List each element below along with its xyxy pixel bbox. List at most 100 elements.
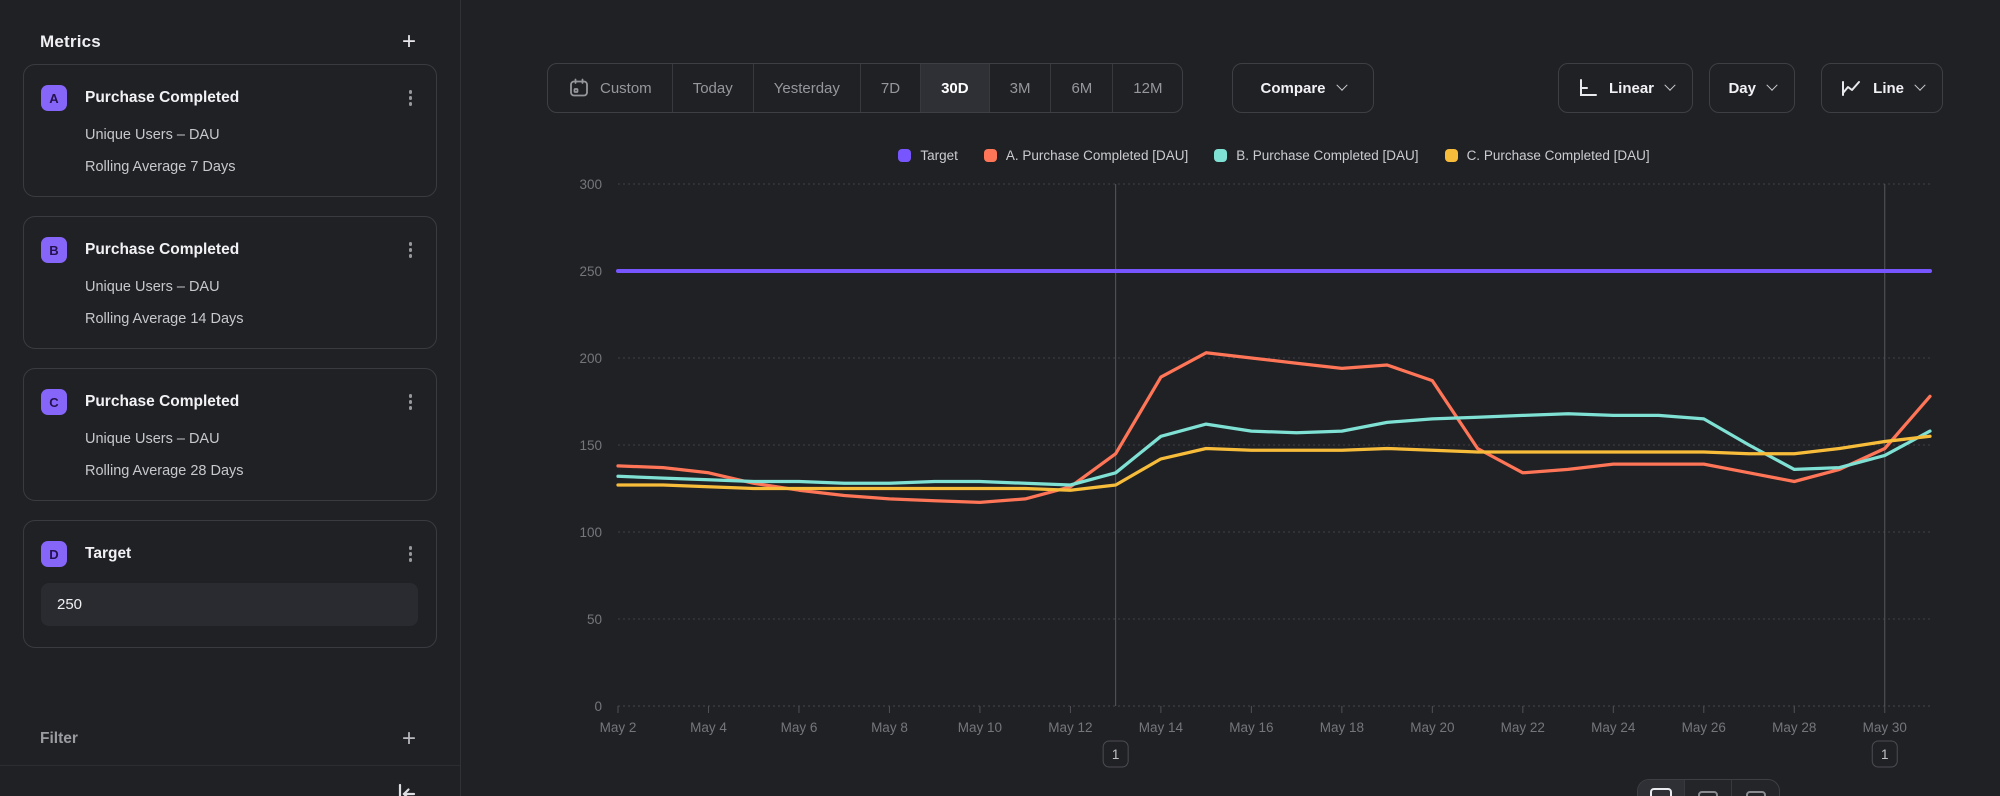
metric-card-D[interactable]: D Target 250 <box>23 520 437 648</box>
filter-section: Filter + <box>40 727 420 751</box>
collapse-sidebar-icon[interactable] <box>393 781 419 796</box>
legend-item[interactable]: A. Purchase Completed [DAU] <box>983 148 1189 163</box>
range-option-12m[interactable]: 12M <box>1113 64 1182 112</box>
range-option-label: Yesterday <box>773 79 840 97</box>
chart-panel: Custom Today Yesterday 7D 30D 3M 6M 12M Compare… <box>461 0 2000 796</box>
x-axis-label: May 4 <box>690 720 727 735</box>
legend-item[interactable]: B. Purchase Completed [DAU] <box>1214 148 1419 163</box>
x-axis-label: May 2 <box>600 720 637 735</box>
metric-menu-icon[interactable] <box>403 238 419 263</box>
chevron-down-icon <box>1766 79 1778 91</box>
metrics-title: Metrics <box>40 32 101 51</box>
y-axis-label: 0 <box>594 699 602 714</box>
x-axis-label: May 12 <box>1048 720 1092 735</box>
range-option-yesterday[interactable]: Yesterday <box>754 64 861 112</box>
metric-card-A[interactable]: A Purchase Completed Unique Users – DAU Rol… <box>23 64 437 197</box>
table-view-toggle[interactable] <box>1685 780 1732 796</box>
x-axis-label: May 8 <box>871 720 908 735</box>
range-option-label: Custom <box>600 79 652 97</box>
y-axis-label: 100 <box>579 525 602 540</box>
chart-type-label: Line <box>1873 79 1904 97</box>
metric-menu-icon[interactable] <box>403 86 419 111</box>
compare-label: Compare <box>1260 79 1326 97</box>
legend-label: B. Purchase Completed [DAU] <box>1236 148 1419 163</box>
metric-menu-icon[interactable] <box>403 390 419 415</box>
chart-series-b[interactable] <box>616 412 1932 487</box>
metric-badge-B: B <box>41 237 67 263</box>
chart-series-a[interactable] <box>616 351 1932 505</box>
legend-item[interactable]: C. Purchase Completed [DAU] <box>1444 148 1650 163</box>
x-axis-label: May 20 <box>1410 720 1454 735</box>
x-axis-label: May 24 <box>1591 720 1636 735</box>
metric-event-type: Unique Users – DAU <box>85 279 220 295</box>
metric-card-header: B Purchase Completed <box>41 237 418 263</box>
metric-badge-D: D <box>41 541 67 567</box>
range-option-today[interactable]: Today <box>673 64 754 112</box>
metric-card-header: C Purchase Completed <box>41 389 418 415</box>
metric-badge-C: C <box>41 389 67 415</box>
scale-select-button[interactable]: Linear <box>1557 63 1693 113</box>
filter-title: Filter <box>40 730 78 747</box>
y-axis-label: 50 <box>587 612 602 627</box>
x-axis-label: May 30 <box>1863 720 1907 735</box>
x-axis-label: May 22 <box>1501 720 1545 735</box>
x-axis-label: May 16 <box>1229 720 1273 735</box>
compare-button[interactable]: Compare <box>1232 63 1374 113</box>
chart-view-icon <box>1650 788 1672 796</box>
metrics-header: Metrics + <box>40 30 420 54</box>
x-axis-label: May 18 <box>1320 720 1364 735</box>
metric-card-header: D Target <box>41 541 418 567</box>
range-option-6m[interactable]: 6M <box>1051 64 1114 112</box>
x-axis-label: May 14 <box>1139 720 1184 735</box>
annotation-badge-2[interactable] <box>1871 740 1898 768</box>
range-option-7d[interactable]: 7D <box>861 64 922 112</box>
legend-item[interactable]: Target <box>898 148 958 163</box>
range-option-custom[interactable]: Custom <box>548 64 673 112</box>
metric-rolling-average: Rolling Average 7 Days <box>85 159 236 175</box>
metric-card-C[interactable]: C Purchase Completed Unique Users – DAU Rol… <box>23 368 437 501</box>
range-option-30d[interactable]: 30D <box>921 64 990 112</box>
metric-rolling-average: Rolling Average 14 Days <box>85 311 244 327</box>
split-view-toggle[interactable] <box>1732 780 1779 796</box>
metric-event-type: Unique Users – DAU <box>85 431 220 447</box>
metric-badge-A: A <box>41 85 67 111</box>
y-axis-label: 200 <box>579 351 602 366</box>
add-metric-button[interactable]: + <box>401 28 416 55</box>
range-option-label: 7D <box>880 79 901 97</box>
metric-title: Target <box>85 545 132 562</box>
chevron-down-icon <box>1914 79 1926 91</box>
metric-card-header: A Purchase Completed <box>41 85 418 111</box>
x-axis-label: May 6 <box>781 720 818 735</box>
metric-event-type: Unique Users – DAU <box>85 127 220 143</box>
legend-label: C. Purchase Completed [DAU] <box>1466 148 1650 163</box>
metric-title: Purchase Completed <box>85 89 240 106</box>
sidebar-divider <box>0 765 460 766</box>
table-view-icon <box>1698 791 1718 796</box>
chart-series-c[interactable] <box>616 434 1932 492</box>
metric-title: Purchase Completed <box>85 241 240 258</box>
granularity-label: Day <box>1728 79 1756 97</box>
chart-view-toggle[interactable] <box>1638 780 1685 796</box>
range-option-label: 12M <box>1133 79 1163 97</box>
legend-swatch <box>898 149 912 162</box>
metric-menu-icon[interactable] <box>403 542 419 567</box>
legend-label: A. Purchase Completed [DAU] <box>1005 148 1189 163</box>
target-value-input[interactable]: 250 <box>41 583 418 626</box>
metric-card-B[interactable]: B Purchase Completed Unique Users – DAU Rol… <box>23 216 437 349</box>
range-option-3m[interactable]: 3M <box>990 64 1052 112</box>
granularity-select-button[interactable]: Day <box>1709 63 1795 113</box>
annotation-badge-label: 1 <box>1112 747 1120 762</box>
x-axis-label: May 28 <box>1772 720 1816 735</box>
legend-swatch <box>983 149 997 162</box>
y-axis-label: 300 <box>579 177 602 192</box>
chart-type-select-button[interactable]: Line <box>1821 63 1943 113</box>
add-filter-button[interactable]: + <box>401 725 416 752</box>
chart-legend: Target A. Purchase Completed [DAU] B. Purc… <box>618 148 1930 163</box>
y-axis-label: 250 <box>579 264 602 279</box>
range-option-label: 6M <box>1071 79 1093 97</box>
y-axis-label: 150 <box>579 438 602 453</box>
metric-rolling-average: Rolling Average 28 Days <box>85 463 244 479</box>
x-axis-label: May 10 <box>958 720 1002 735</box>
chevron-down-icon <box>1664 79 1676 91</box>
annotation-badge-1[interactable] <box>1102 740 1129 768</box>
